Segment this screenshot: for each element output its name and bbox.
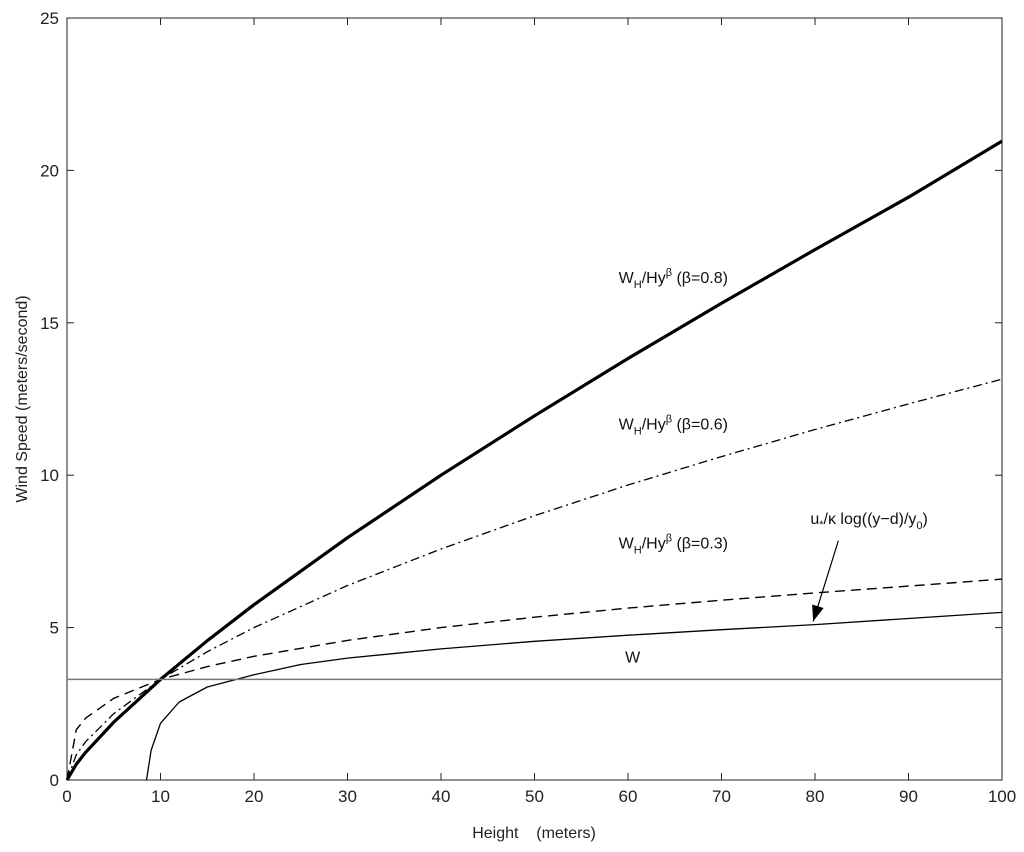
series-label-beta06: WH/Hyβ (β=0.6) — [619, 413, 728, 437]
x-tick-label: 70 — [712, 787, 731, 806]
y-tick-label: 15 — [40, 314, 59, 333]
series-line-beta06 — [66, 378, 1003, 781]
arrow-head — [812, 604, 824, 622]
x-axis-ticks: 0 10 20 30 40 50 60 70 80 90 100 — [62, 18, 1016, 806]
series-label-W: W — [625, 650, 641, 667]
x-tick-label: 100 — [988, 787, 1016, 806]
series-layer — [65, 139, 1003, 781]
annotation-layer: WH/Hyβ (β=0.8) WH/Hyβ (β=0.6) WH/Hyβ (β=0.… — [619, 267, 928, 666]
y-tick-label: 20 — [40, 161, 59, 180]
x-tick-label: 40 — [432, 787, 451, 806]
x-tick-label: 30 — [338, 787, 357, 806]
x-tick-label: 10 — [151, 787, 170, 806]
series-label-beta03: WH/Hyβ (β=0.3) — [619, 532, 728, 556]
y-axis-title: Wind Speed (meters/second) — [14, 295, 31, 502]
x-tick-label: 90 — [899, 787, 918, 806]
y-tick-label: 25 — [40, 9, 59, 28]
series-label-beta08: WH/Hyβ (β=0.8) — [619, 267, 728, 291]
series-line-beta08 — [65, 139, 1003, 781]
x-tick-label: 50 — [525, 787, 544, 806]
series-label-log: u*/κ log((y−d)/y0) — [810, 511, 928, 532]
y-tick-label: 10 — [40, 466, 59, 485]
plot-frame — [66, 17, 1003, 781]
series-line-beta03 — [66, 578, 1003, 781]
x-axis-title: Height (meters) — [472, 825, 596, 842]
x-tick-label: 60 — [619, 787, 638, 806]
x-tick-label: 20 — [245, 787, 264, 806]
y-tick-label: 5 — [50, 619, 59, 638]
x-tick-label: 0 — [62, 787, 71, 806]
y-axis-ticks: 0 5 10 15 20 25 — [40, 9, 1002, 790]
x-tick-label: 80 — [806, 787, 825, 806]
series-line-log — [145, 611, 1003, 781]
y-tick-label: 0 — [50, 771, 59, 790]
